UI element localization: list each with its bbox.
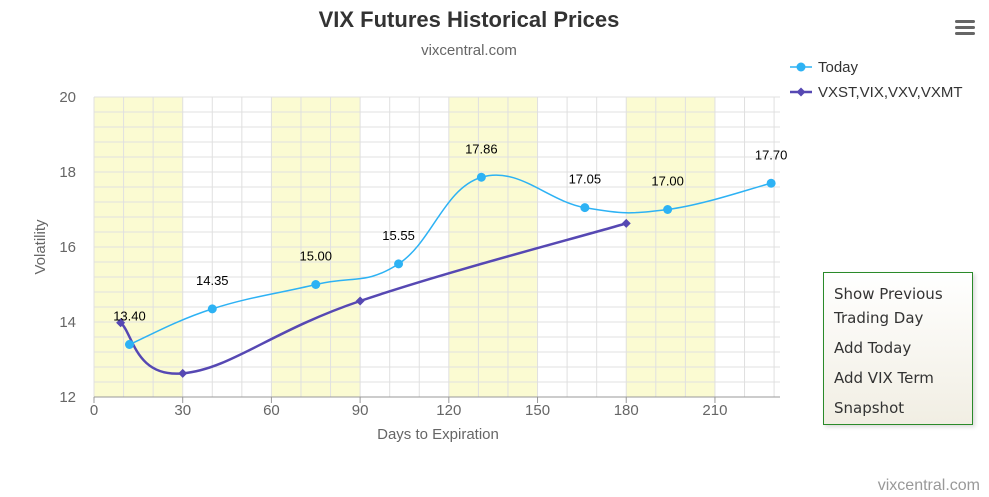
y-tick-label: 20: [59, 89, 76, 106]
data-point[interactable]: [116, 318, 126, 328]
x-tick-label: 210: [702, 402, 727, 419]
legend[interactable]: Today VXST,VIX,VXV,VXMT: [790, 59, 963, 101]
x-tick-label: 30: [174, 402, 191, 419]
data-label: 15.55: [382, 228, 415, 243]
menu-bar: [955, 26, 975, 29]
credit-link[interactable]: vixcentral.com: [878, 477, 980, 494]
data-point[interactable]: [207, 304, 217, 314]
data-point[interactable]: [766, 178, 776, 188]
y-axis-label: Volatility: [32, 219, 49, 275]
legend-item-label[interactable]: Today: [818, 59, 859, 76]
data-point[interactable]: [476, 172, 486, 182]
data-label: 17.05: [569, 172, 602, 187]
data-label: 17.70: [755, 147, 788, 162]
data-label: 17.00: [651, 174, 684, 189]
menu-item-snapshot[interactable]: Snapshot: [834, 399, 905, 417]
axes: 0 30 60 90 120 150 180 210 12 14 16 18 20: [59, 89, 780, 419]
series-line: [129, 174, 772, 346]
legend-marker: [796, 87, 806, 97]
data-labels: 13.40 14.35 15.00 15.55 17.86 17.05 17.00 17.70: [113, 141, 787, 323]
x-tick-label: 0: [90, 402, 98, 419]
grid-lines: [93, 96, 780, 398]
data-point[interactable]: [355, 296, 365, 306]
chart-title: VIX Futures Historical Prices: [319, 7, 620, 32]
menu-item-add-today[interactable]: Add Today: [834, 339, 912, 357]
data-point[interactable]: [124, 340, 134, 349]
chart-context-menu: Show Previous Trading Day Add Today Add …: [823, 272, 973, 425]
x-tick-label: 150: [525, 402, 550, 419]
data-label: 13.40: [113, 309, 146, 324]
menu-item-add-vix-term[interactable]: Add VIX Term: [834, 369, 934, 387]
data-label: 17.86: [465, 141, 498, 156]
y-tick-label: 14: [59, 314, 76, 331]
y-tick-label: 16: [59, 239, 76, 256]
data-point[interactable]: [621, 218, 631, 228]
data-label: 14.35: [196, 273, 229, 288]
data-point[interactable]: [394, 259, 404, 269]
data-label: 15.00: [299, 249, 332, 264]
x-axis-label: Days to Expiration: [377, 426, 499, 443]
x-tick-label: 90: [352, 402, 369, 419]
menu-item-show-previous-trading-day[interactable]: Show Previous Trading Day: [834, 285, 943, 327]
series-line: [119, 222, 627, 375]
x-tick-label: 180: [614, 402, 639, 419]
x-tick-label: 120: [436, 402, 461, 419]
series-layer: [116, 172, 776, 378]
data-point[interactable]: [311, 280, 321, 289]
chart-subtitle: vixcentral.com: [421, 42, 517, 59]
legend-marker: [796, 62, 806, 72]
y-tick-label: 18: [59, 164, 76, 181]
menu-bar: [955, 32, 975, 35]
data-point[interactable]: [178, 368, 188, 378]
legend-item-label[interactable]: VXST,VIX,VXV,VXMT: [818, 84, 963, 101]
data-point[interactable]: [663, 205, 673, 214]
x-tick-label: 60: [263, 402, 280, 419]
menu-bar: [955, 20, 975, 23]
y-tick-label: 12: [59, 389, 76, 406]
data-point[interactable]: [580, 203, 590, 213]
hamburger-menu-icon[interactable]: [952, 16, 978, 40]
